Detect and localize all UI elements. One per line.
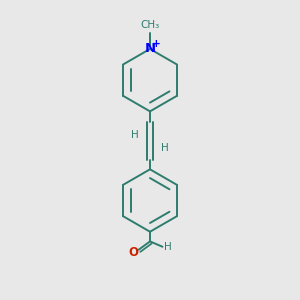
Text: N: N [144, 42, 156, 56]
Text: CH₃: CH₃ [140, 20, 160, 30]
Text: +: + [152, 39, 161, 49]
Text: H: H [131, 130, 139, 140]
Text: O: O [128, 246, 138, 259]
Text: H: H [161, 142, 169, 153]
Text: H: H [164, 242, 172, 252]
